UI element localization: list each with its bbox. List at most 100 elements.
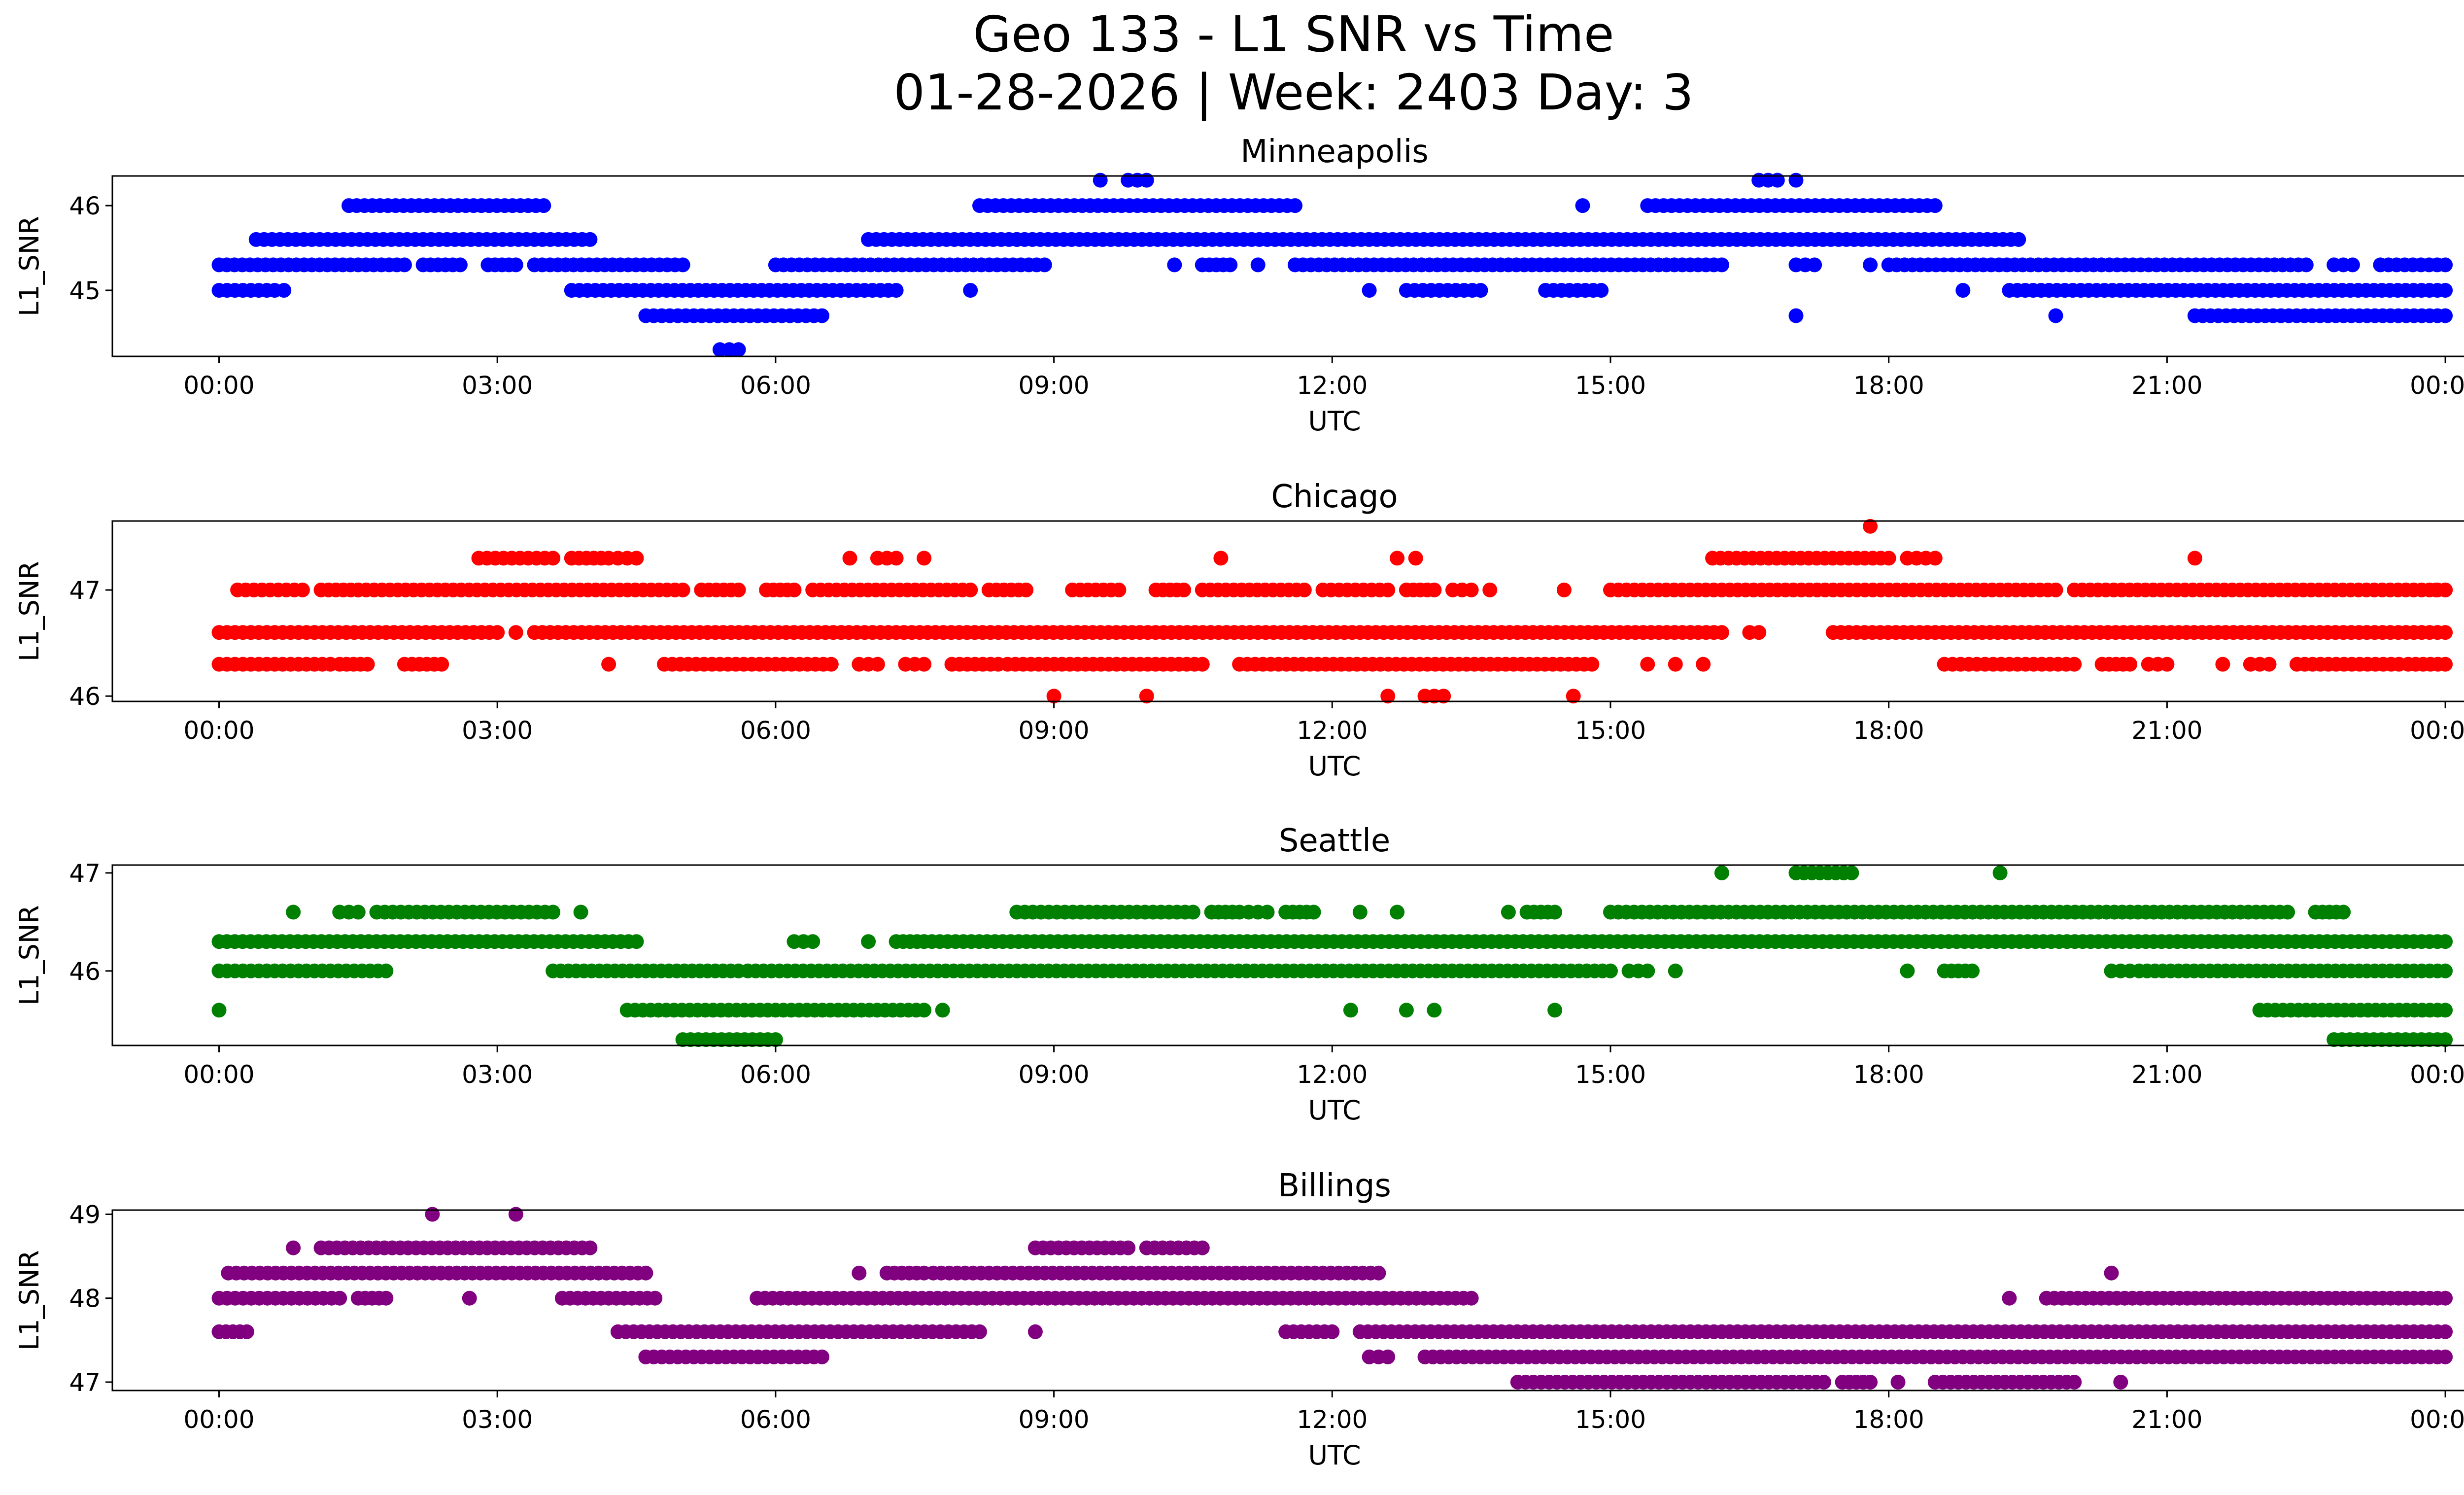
data-point bbox=[1176, 582, 1192, 597]
data-point bbox=[2438, 1349, 2453, 1364]
data-point bbox=[731, 342, 746, 357]
data-point bbox=[1807, 257, 1822, 273]
data-point bbox=[1121, 1240, 1136, 1255]
x-tick-label: 00:00 bbox=[2410, 1405, 2464, 1434]
x-tick-label: 09:00 bbox=[1019, 1060, 1090, 1089]
data-point bbox=[917, 1003, 932, 1018]
panel-minneapolis: Minneapolis 00:00 03:00 06:00 09:00 12:00 15:0… bbox=[14, 134, 2464, 437]
x-tick-label: 15:00 bbox=[1575, 371, 1646, 400]
data-point bbox=[852, 1265, 867, 1281]
data-point bbox=[1965, 963, 1980, 978]
data-series bbox=[211, 1207, 2453, 1390]
data-point bbox=[768, 1032, 783, 1047]
x-tick-label: 00:00 bbox=[2410, 716, 2464, 745]
axes-frame bbox=[111, 864, 2464, 1046]
data-point bbox=[1139, 689, 1154, 704]
y-tick-label: 46 bbox=[69, 957, 101, 986]
y-tick-label: 47 bbox=[69, 859, 101, 888]
x-tick-label: 03:00 bbox=[462, 716, 533, 745]
data-point bbox=[2187, 551, 2202, 566]
chart-title: Geo 133 - L1 SNR vs Time bbox=[973, 5, 1614, 63]
data-point bbox=[573, 904, 588, 920]
data-point bbox=[1640, 963, 1655, 978]
data-point bbox=[787, 582, 802, 597]
y-tick-label: 47 bbox=[69, 576, 101, 605]
x-tick-label: 12:00 bbox=[1297, 371, 1368, 400]
y-axis-label: L1_SNR bbox=[14, 905, 45, 1006]
x-tick-label: 09:00 bbox=[1019, 371, 1090, 400]
panel-title: Seattle bbox=[1279, 823, 1391, 859]
data-point bbox=[1844, 865, 1859, 880]
data-point bbox=[1770, 173, 1785, 188]
data-point bbox=[360, 657, 375, 672]
data-point bbox=[332, 1290, 347, 1306]
data-point bbox=[870, 657, 885, 672]
data-point bbox=[889, 551, 904, 566]
data-point bbox=[1111, 582, 1127, 597]
data-point bbox=[823, 657, 839, 672]
x-tick-label: 15:00 bbox=[1575, 1060, 1646, 1089]
data-point bbox=[2261, 657, 2277, 672]
x-tick-label: 03:00 bbox=[462, 371, 533, 400]
data-point bbox=[508, 625, 523, 640]
data-point bbox=[2002, 1290, 2017, 1306]
data-point bbox=[1751, 625, 1767, 640]
data-point bbox=[805, 934, 821, 949]
x-tick-label: 00:00 bbox=[183, 716, 254, 745]
panel-seattle: Seattle 00:00 03:00 06:00 09:00 12:00 15:00 18:… bbox=[14, 823, 2464, 1126]
data-point bbox=[1992, 865, 2008, 880]
x-tick-label: 00:00 bbox=[183, 371, 254, 400]
data-point bbox=[2438, 283, 2453, 298]
data-point bbox=[276, 283, 292, 298]
data-point bbox=[815, 1349, 829, 1364]
x-tick-label: 03:00 bbox=[462, 1405, 533, 1434]
data-point bbox=[1788, 308, 1804, 323]
x-tick-label: 12:00 bbox=[1297, 716, 1368, 745]
y-tick-label: 46 bbox=[69, 682, 101, 711]
data-point bbox=[2067, 657, 2082, 672]
data-point bbox=[1566, 689, 1581, 704]
data-point bbox=[1027, 1324, 1043, 1339]
data-point bbox=[1019, 582, 1034, 597]
data-point bbox=[1297, 582, 1312, 597]
data-point bbox=[1927, 198, 1943, 213]
data-point bbox=[1696, 657, 1711, 672]
data-point bbox=[1863, 1375, 1878, 1390]
x-axis-label: UTC bbox=[1308, 751, 1361, 782]
data-point bbox=[629, 934, 644, 949]
data-point bbox=[2067, 1375, 2082, 1390]
y-tick-label: 45 bbox=[69, 277, 101, 305]
x-tick-label: 09:00 bbox=[1019, 1405, 1090, 1434]
data-point bbox=[434, 657, 449, 672]
data-point bbox=[1816, 1375, 1831, 1390]
axes-frame bbox=[111, 175, 2464, 357]
y-tick-label: 49 bbox=[69, 1201, 101, 1229]
data-point bbox=[731, 582, 746, 597]
data-point bbox=[1900, 963, 1915, 978]
chart-subtitle: 01-28-2026 | Week: 2403 Day: 3 bbox=[893, 64, 1693, 121]
panel-title: Chicago bbox=[1271, 479, 1398, 515]
data-point bbox=[1223, 257, 1238, 273]
data-point bbox=[1408, 551, 1423, 566]
data-point bbox=[1380, 582, 1396, 597]
data-point bbox=[2113, 1375, 2128, 1390]
data-point bbox=[1093, 173, 1108, 188]
x-tick-label: 18:00 bbox=[1853, 716, 1924, 745]
data-point bbox=[2048, 308, 2063, 323]
data-point bbox=[1547, 904, 1563, 920]
data-point bbox=[1501, 904, 1516, 920]
x-tick-label: 21:00 bbox=[2131, 716, 2202, 745]
x-tick-label: 18:00 bbox=[1853, 1060, 1924, 1089]
data-point bbox=[1352, 904, 1368, 920]
x-tick-label: 12:00 bbox=[1297, 1405, 1368, 1434]
panel-title: Minneapolis bbox=[1240, 134, 1428, 170]
x-tick-label: 06:00 bbox=[740, 1405, 811, 1434]
data-point bbox=[1185, 904, 1200, 920]
data-point bbox=[2298, 257, 2314, 273]
data-point bbox=[546, 904, 561, 920]
data-point bbox=[1890, 1375, 1906, 1390]
data-point bbox=[2438, 1290, 2453, 1306]
data-point bbox=[2345, 257, 2360, 273]
data-series bbox=[211, 865, 2453, 1047]
data-point bbox=[211, 1003, 227, 1018]
